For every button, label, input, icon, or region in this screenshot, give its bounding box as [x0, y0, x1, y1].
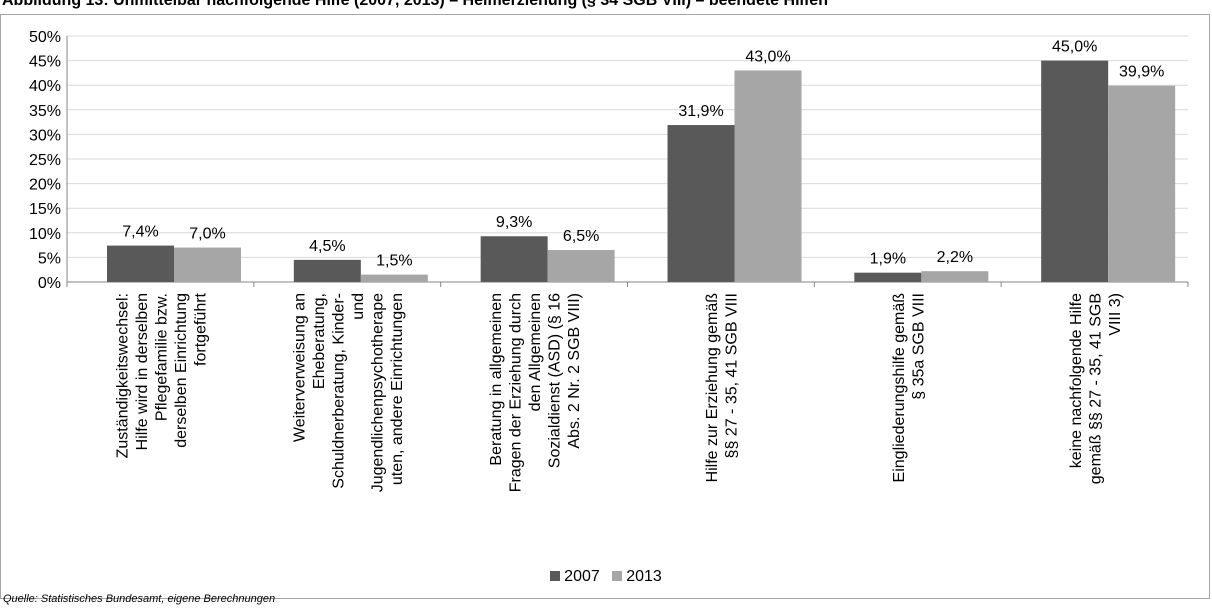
data-label-2013-2: 1,5% [376, 253, 412, 270]
y-tick-label: 50% [29, 29, 61, 46]
bar-2013-6 [1108, 85, 1176, 282]
x-category-label-6: keine nachfolgende Hilfe gemäß §§ 27 - 35… [1068, 293, 1124, 484]
y-tick-label: 40% [29, 78, 61, 95]
y-tick-label: 30% [29, 127, 61, 144]
bar-2013-2 [360, 274, 428, 282]
y-tick-label: 15% [29, 201, 61, 218]
x-category-label-4: Hilfe zur Erziehung gemäß §§ 27 - 35, 41 … [704, 293, 741, 483]
data-label-2013-4: 43,0% [745, 48, 790, 65]
x-category-label-5: Eingliederungshilfe gemäß § 35a SGB VIII [891, 293, 928, 483]
bar-2007-3 [480, 236, 548, 282]
bar-2007-6 [1041, 60, 1109, 282]
y-tick-label: 5% [38, 250, 61, 267]
bar-2013-5 [921, 271, 989, 282]
legend-swatch-2007 [550, 571, 561, 581]
bar-2013-1 [174, 247, 241, 282]
data-label-2007-2: 4,5% [309, 238, 345, 255]
data-label-2007-6: 45,0% [1052, 39, 1097, 56]
bar-2007-1 [107, 245, 174, 282]
x-category-label-2: Weiterverweisung an Eheberatung, Schuldner… [292, 293, 407, 492]
bar-2007-4 [667, 125, 735, 282]
x-category-label-1: Zuständigkeitswechsel: Hilfe wird in ders… [114, 292, 209, 458]
legend-item-2007: 2007 [550, 568, 600, 586]
bar-2013-4 [734, 70, 802, 282]
legend-item-2013: 2013 [612, 568, 662, 586]
y-tick-label: 20% [29, 177, 61, 194]
y-tick-label: 25% [29, 152, 61, 169]
bar-2007-5 [854, 272, 922, 282]
data-label-2013-3: 6,5% [563, 228, 599, 245]
data-label-2013-5: 2,2% [937, 249, 973, 266]
legend-label-2013: 2013 [626, 568, 662, 585]
data-label-2007-1: 7,4% [122, 224, 158, 241]
y-tick-label: 10% [29, 226, 61, 243]
y-tick-label: 0% [38, 275, 61, 292]
data-label-2013-6: 39,9% [1119, 64, 1164, 81]
y-tick-label: 35% [29, 103, 61, 120]
legend-swatch-2013 [612, 571, 623, 581]
legend: 2007 2013 [0, 568, 1212, 586]
data-label-2007-4: 31,9% [678, 103, 723, 120]
legend-label-2007: 2007 [564, 568, 600, 585]
data-label-2013-1: 7,0% [189, 226, 225, 243]
source-note: Quelle: Statistisches Bundesamt, eigene … [3, 593, 276, 605]
bar-2013-3 [547, 250, 615, 282]
chart-title: Abbildung 13: Unmittelbar nachfolgende H… [2, 0, 828, 9]
y-tick-label: 45% [29, 54, 61, 71]
data-label-2007-5: 1,9% [870, 251, 906, 268]
data-label-2007-3: 9,3% [496, 214, 532, 231]
bar-2007-2 [293, 259, 361, 282]
chart-frame [0, 14, 1210, 599]
x-category-label-3: Beratung in allgemeinen Fragen der Erzieh… [488, 293, 583, 492]
